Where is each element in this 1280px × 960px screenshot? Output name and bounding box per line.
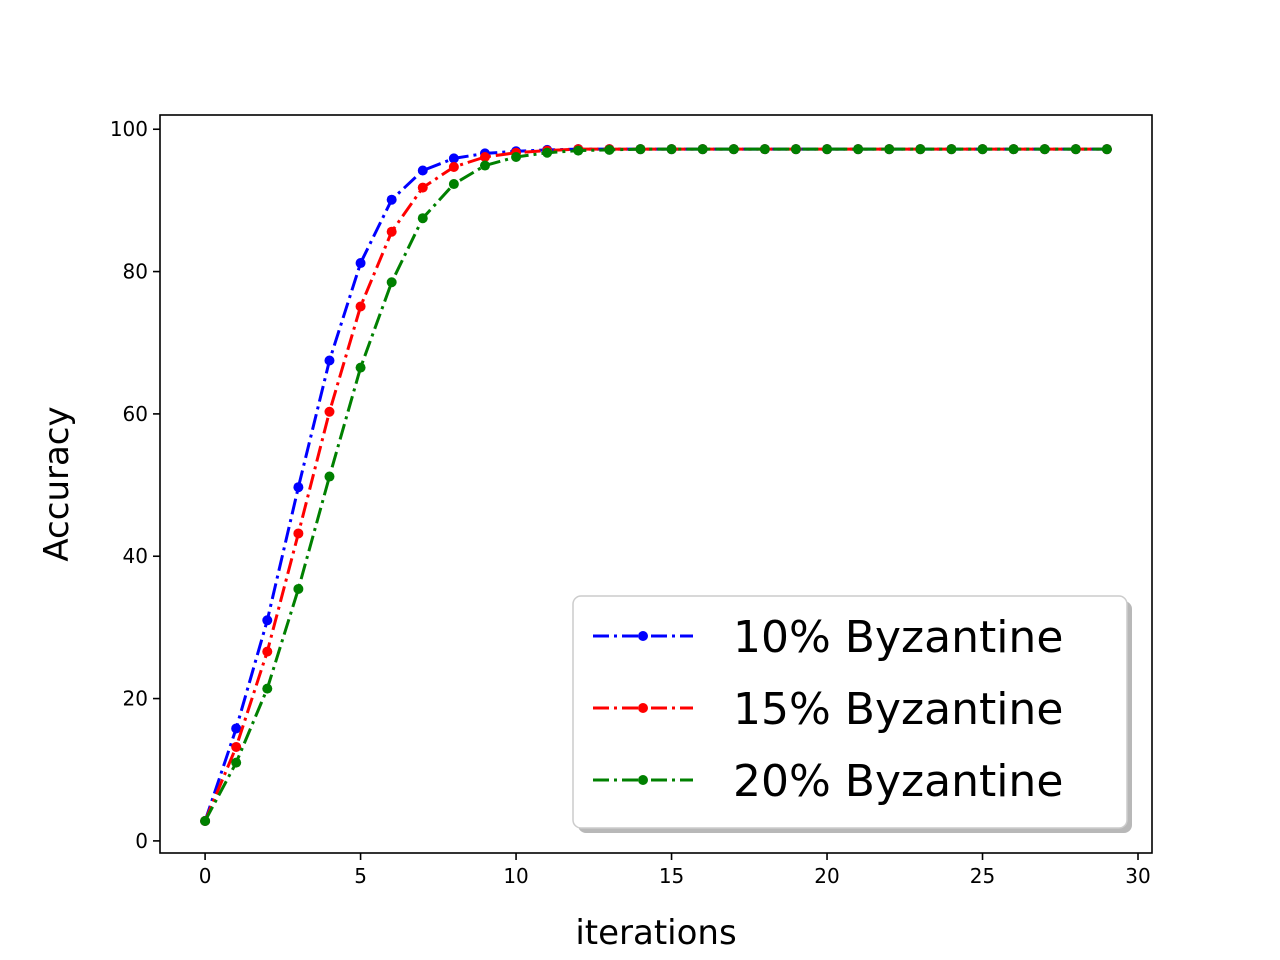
data-point — [262, 683, 273, 694]
data-point — [417, 213, 428, 224]
data-point — [666, 144, 677, 155]
x-tick-label: 30 — [1125, 864, 1150, 888]
x-tick-label: 0 — [199, 864, 212, 888]
data-point — [479, 151, 490, 162]
data-point — [915, 144, 926, 155]
y-axis: 0 20 40 60 80 100 — [110, 117, 160, 853]
data-point — [1070, 144, 1081, 155]
legend-item: 15% Byzantine — [593, 684, 1063, 735]
legend: 10% Byzantine 15% Byzantine 20% Byzantine — [572, 595, 1132, 833]
y-tick-label: 80 — [123, 260, 148, 284]
data-point — [293, 528, 304, 539]
series-layer — [200, 144, 1112, 826]
data-point — [355, 258, 366, 269]
data-point — [324, 406, 335, 417]
y-tick-label: 40 — [123, 544, 148, 568]
x-tick-label: 25 — [970, 864, 995, 888]
data-point — [790, 144, 801, 155]
y-tick-label: 60 — [123, 402, 148, 426]
y-tick-label: 0 — [135, 829, 148, 853]
series-line — [203, 147, 1107, 822]
data-point — [635, 144, 646, 155]
legend-item: 20% Byzantine — [593, 756, 1063, 807]
data-point — [355, 301, 366, 312]
data-point — [355, 362, 366, 373]
data-point — [324, 355, 335, 366]
series-line — [203, 147, 1107, 822]
data-point — [884, 144, 895, 155]
legend-box — [572, 595, 1128, 829]
data-point — [697, 144, 708, 155]
data-point — [293, 583, 304, 594]
x-tick-label: 5 — [354, 864, 367, 888]
legend-marker — [638, 631, 648, 641]
data-point — [448, 153, 459, 164]
data-point — [604, 144, 615, 155]
data-point — [231, 723, 242, 734]
y-tick-label: 20 — [123, 687, 148, 711]
data-point — [946, 144, 957, 155]
data-point — [542, 147, 553, 158]
data-point — [448, 179, 459, 190]
data-point — [386, 194, 397, 205]
legend-label: 10% Byzantine — [733, 612, 1063, 663]
data-point — [262, 615, 273, 626]
y-tick-label: 100 — [110, 117, 148, 141]
x-tick-label: 10 — [503, 864, 528, 888]
data-point — [822, 144, 833, 155]
legend-marker — [638, 703, 648, 713]
data-point — [448, 161, 459, 172]
data-point — [200, 815, 211, 826]
data-point — [1039, 144, 1050, 155]
data-point — [511, 151, 522, 162]
data-point — [293, 482, 304, 493]
data-point — [417, 182, 428, 193]
data-point — [977, 144, 988, 155]
plot-frame — [159, 114, 1153, 854]
data-point — [759, 144, 770, 155]
data-point — [262, 646, 273, 657]
x-axis-label: iterations — [575, 913, 736, 953]
y-axis-label: Accuracy — [37, 406, 77, 561]
data-point — [386, 226, 397, 237]
legend-label: 15% Byzantine — [733, 684, 1063, 735]
data-point — [1101, 144, 1112, 155]
data-point — [231, 741, 242, 752]
legend-label: 20% Byzantine — [733, 756, 1063, 807]
data-point — [573, 145, 584, 156]
x-tick-label: 15 — [659, 864, 684, 888]
data-point — [386, 277, 397, 288]
data-point — [479, 160, 490, 171]
series-3 — [200, 144, 1112, 826]
data-point — [231, 757, 242, 768]
legend-marker — [638, 775, 648, 785]
x-tick-label: 20 — [814, 864, 839, 888]
data-point — [324, 471, 335, 482]
data-point — [417, 165, 428, 176]
data-point — [853, 144, 864, 155]
data-point — [728, 144, 739, 155]
data-point — [1008, 144, 1019, 155]
x-axis: 0 5 10 15 20 25 30 — [199, 853, 1151, 888]
legend-item: 10% Byzantine — [593, 612, 1063, 663]
